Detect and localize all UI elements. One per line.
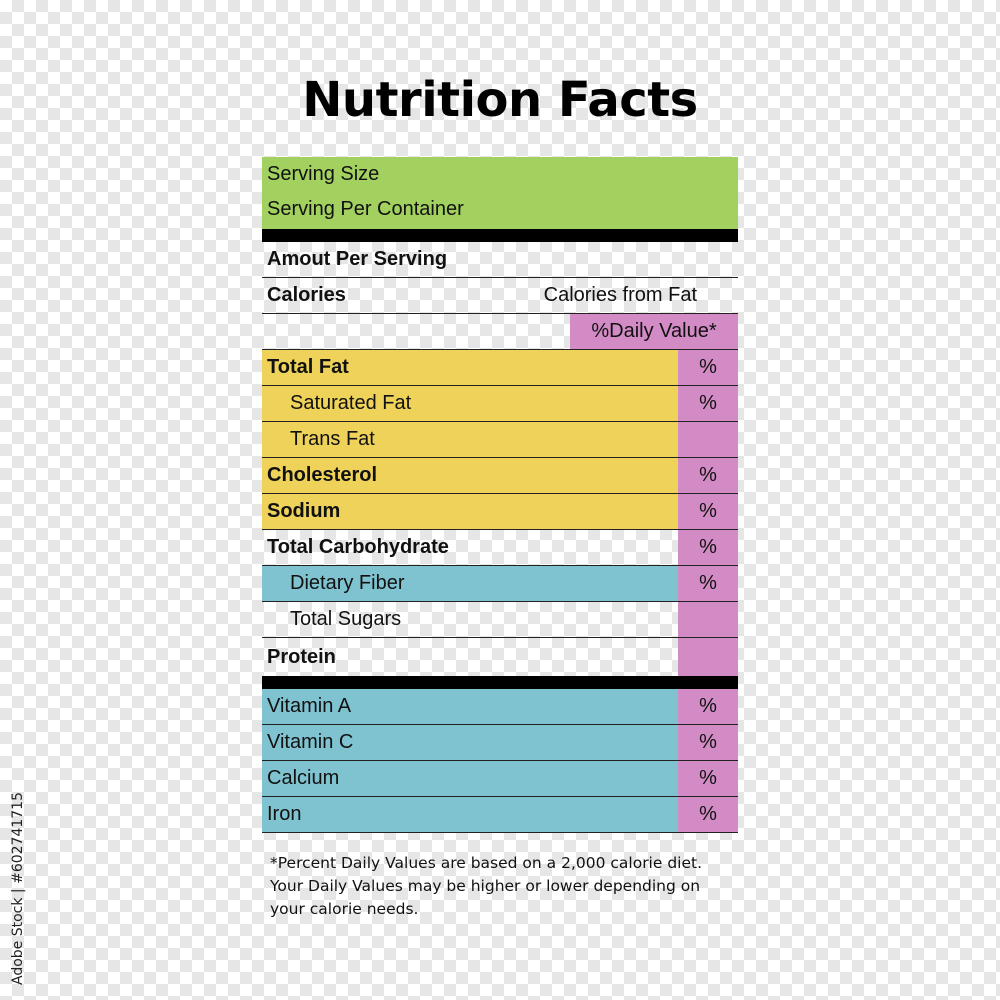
footnote: *Percent Daily Values are based on a 2,0… [270,852,750,921]
serving-size-label: Serving Size [267,163,380,185]
nutrient-percent: % [678,566,738,601]
nutrient-percent: % [678,386,738,421]
nutrient-row-trans-fat: Trans Fat [262,422,738,458]
footnote-line: *Percent Daily Values are based on a 2,0… [270,854,703,872]
vitamin-percent: % [678,797,738,832]
daily-value-header: %Daily Value* [570,314,738,349]
nutrient-percent: % [678,350,738,385]
nutrient-percent: % [678,458,738,493]
footnote-line: Your Daily Values may be higher or lower… [270,877,701,895]
amount-per-serving-label: Amout Per Serving [267,248,448,270]
vitamin-row-iron: Iron % [262,797,738,833]
page-title: Nutrition Facts [302,72,698,128]
calories-from-fat-label: Calories from Fat [543,284,697,306]
daily-value-header-row: %Daily Value* [262,314,738,350]
nutrient-percent [678,602,738,637]
nutrient-row-dietary-fiber: Dietary Fiber % [262,566,738,602]
vitamin-label: Calcium [267,767,340,789]
nutrient-label: Total Carbohydrate [267,536,449,558]
nutrient-label: Protein [267,646,336,668]
thick-divider [262,676,738,689]
serving-per-container-label: Serving Per Container [267,198,464,220]
nutrient-label: Sodium [267,500,341,522]
nutrient-row-cholesterol: Cholesterol % [262,458,738,494]
nutrient-percent: % [678,530,738,565]
nutrient-label: Total Fat [267,356,349,378]
vitamin-percent: % [678,689,738,724]
nutrient-label: Total Sugars [290,608,402,630]
nutrition-label: Serving Size Serving Per Container Amout… [262,157,738,833]
stock-id-watermark: Adobe Stock | #602741715 [10,792,26,985]
vitamin-percent: % [678,725,738,760]
nutrient-label: Saturated Fat [290,392,412,414]
vitamin-row-vitamin-a: Vitamin A % [262,689,738,725]
nutrient-label: Trans Fat [290,428,375,450]
vitamin-label: Vitamin C [267,731,354,753]
nutrient-row-sodium: Sodium % [262,494,738,530]
vitamin-percent: % [678,761,738,796]
vitamin-row-calcium: Calcium % [262,761,738,797]
nutrient-label: Dietary Fiber [290,572,405,594]
footnote-line: your calorie needs. [270,900,419,918]
calories-label: Calories [267,284,346,306]
thick-divider [262,229,738,242]
nutrient-percent: % [678,494,738,529]
calories-row: Calories Calories from Fat [262,278,738,314]
amount-per-serving-row: Amout Per Serving [262,242,738,278]
nutrient-percent [678,638,738,676]
nutrient-row-total-carbohydrate: Total Carbohydrate % [262,530,738,566]
vitamin-label: Vitamin A [267,695,352,717]
nutrient-percent [678,422,738,457]
serving-section: Serving Size Serving Per Container [262,157,738,229]
vitamin-label: Iron [267,803,302,825]
nutrient-row-saturated-fat: Saturated Fat % [262,386,738,422]
nutrient-row-total-sugars: Total Sugars [262,602,738,638]
nutrient-label: Cholesterol [267,464,378,486]
nutrient-row-total-fat: Total Fat % [262,350,738,386]
vitamin-row-vitamin-c: Vitamin C % [262,725,738,761]
nutrient-row-protein: Protein [262,638,738,676]
